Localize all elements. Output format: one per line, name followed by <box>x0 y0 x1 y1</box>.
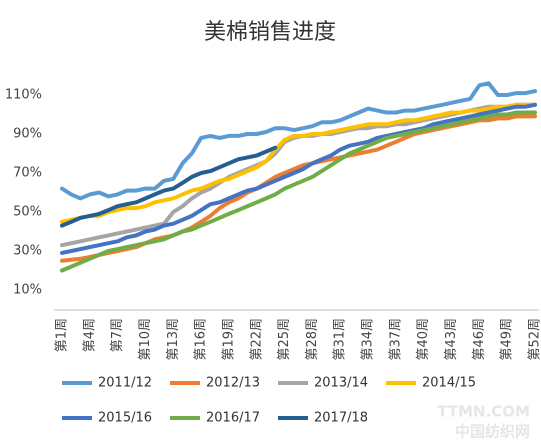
x-tick-label: 第49周 <box>500 318 515 361</box>
x-tick-label: 第19周 <box>221 318 236 361</box>
y-tick-label: 70% <box>13 166 42 181</box>
x-tick-label: 第7周 <box>110 318 125 352</box>
x-tick-label: 第28周 <box>305 318 320 361</box>
series-line <box>60 110 537 273</box>
y-tick-label: 10% <box>13 283 42 298</box>
watermark: TTMN.COM <box>437 403 530 421</box>
watermark: 中国纺织网 <box>455 423 530 441</box>
x-tick-label: 第22周 <box>249 318 264 361</box>
x-tick-label: 第31周 <box>333 318 348 361</box>
y-tick-label: 90% <box>13 127 42 142</box>
x-tick-label: 第40周 <box>416 318 431 361</box>
series-line <box>60 81 537 201</box>
y-tick-label: 110% <box>5 88 42 103</box>
legend-label: 2012/13 <box>206 376 260 391</box>
series-line <box>60 102 537 248</box>
y-tick-label: 50% <box>13 205 42 220</box>
chart-title: 美棉销售进度 <box>204 20 336 45</box>
x-tick-label: 第10周 <box>138 318 153 361</box>
series-line <box>60 102 537 224</box>
x-tick-label: 第34周 <box>361 318 376 361</box>
x-tick-label: 第37周 <box>388 318 403 361</box>
x-tick-label: 第1周 <box>55 318 70 352</box>
x-tick-label: 第25周 <box>277 318 292 361</box>
x-tick-label: 第52周 <box>528 318 541 361</box>
x-tick-label: 第16周 <box>194 318 209 361</box>
legend-label: 2017/18 <box>314 411 368 426</box>
x-tick-label: 第46周 <box>472 318 487 361</box>
legend-label: 2011/12 <box>98 376 152 391</box>
x-tick-label: 第4周 <box>82 318 97 352</box>
x-tick-label: 第43周 <box>444 318 459 361</box>
legend-label: 2015/16 <box>98 411 152 426</box>
legend-label: 2016/17 <box>206 411 260 426</box>
legend-label: 2014/15 <box>422 376 476 391</box>
series-line <box>60 145 278 228</box>
y-tick-label: 30% <box>13 244 42 259</box>
series-line <box>60 102 537 255</box>
legend-label: 2013/14 <box>314 376 368 391</box>
x-tick-label: 第13周 <box>166 318 181 361</box>
